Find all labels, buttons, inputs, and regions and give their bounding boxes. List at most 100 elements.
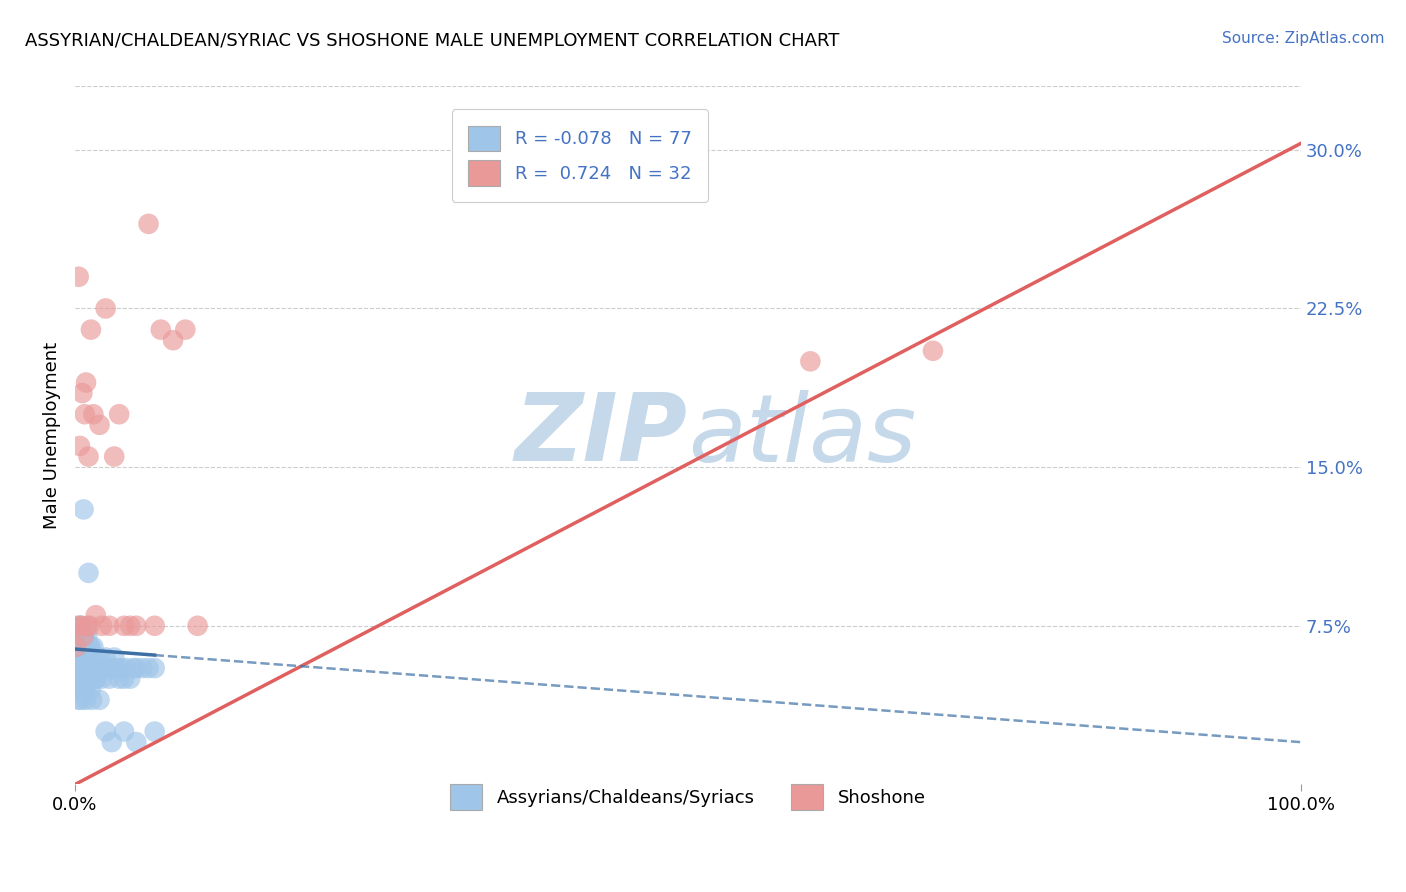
Point (110, 661, 132, 675)
Point (108, 672, 131, 686)
Point (77, 672, 100, 686)
Point (91, 672, 114, 686)
Point (73, 650, 96, 665)
Point (72, 650, 94, 665)
Point (76, 650, 98, 665)
Point (138, 661, 160, 675)
Point (82, 672, 104, 686)
Point (72, 672, 94, 686)
Point (94, 650, 117, 665)
Point (80, 640, 103, 654)
Point (69, 650, 91, 665)
Point (65, 661, 87, 675)
Point (69, 672, 91, 686)
Point (67, 661, 90, 675)
Point (79, 661, 101, 675)
Point (143, 661, 166, 675)
Point (66, 619, 89, 633)
Point (66, 629, 89, 643)
Point (90, 661, 112, 675)
Point (98, 619, 121, 633)
Point (101, 735, 124, 749)
Point (76, 629, 98, 643)
Point (83, 650, 105, 665)
Point (87, 661, 110, 675)
Point (82, 407, 104, 421)
Point (101, 661, 124, 675)
Point (72, 502, 94, 516)
Point (122, 661, 145, 675)
Point (73, 672, 96, 686)
Point (72, 640, 94, 654)
Point (138, 217, 160, 231)
Point (70, 619, 93, 633)
Point (799, 354, 821, 368)
Point (70, 682, 93, 697)
Point (67, 682, 90, 697)
Point (82, 693, 104, 707)
Point (67, 269, 90, 284)
Point (162, 333, 184, 347)
Point (98, 672, 121, 686)
Point (112, 672, 135, 686)
Point (120, 672, 142, 686)
Point (94, 724, 117, 739)
Point (82, 640, 104, 654)
Point (65, 640, 87, 654)
Point (84, 672, 107, 686)
Point (143, 619, 166, 633)
Point (125, 735, 148, 749)
Point (84, 608, 107, 623)
Point (69, 672, 91, 686)
Point (75, 682, 97, 697)
Point (79, 619, 101, 633)
Point (77, 450, 100, 464)
Point (89, 417, 111, 432)
Text: ASSYRIAN/CHALDEAN/SYRIAC VS SHOSHONE MALE UNEMPLOYMENT CORRELATION CHART: ASSYRIAN/CHALDEAN/SYRIAC VS SHOSHONE MAL… (25, 31, 839, 49)
Point (922, 343, 945, 358)
Point (72, 661, 94, 675)
Point (70, 693, 93, 707)
Point (80, 323, 103, 337)
Point (70, 640, 93, 654)
Point (70, 619, 93, 633)
Point (112, 724, 135, 739)
Point (174, 323, 197, 337)
Point (103, 450, 125, 464)
Point (72, 629, 94, 643)
Point (72, 682, 94, 697)
Point (69, 439, 91, 453)
Point (103, 650, 125, 665)
Point (79, 640, 101, 654)
Point (86, 672, 108, 686)
Point (120, 619, 142, 633)
Point (83, 672, 105, 686)
Point (125, 619, 148, 633)
Point (67, 693, 90, 707)
Point (66, 650, 89, 665)
Point (96, 661, 118, 675)
Point (72, 386, 94, 401)
Point (73, 629, 96, 643)
Point (84, 661, 107, 675)
Point (67, 640, 90, 654)
Point (73, 407, 96, 421)
Point (149, 323, 172, 337)
Legend: Assyrians/Chaldeans/Syriacs, Shoshone: Assyrians/Chaldeans/Syriacs, Shoshone (436, 770, 941, 824)
Text: atlas: atlas (688, 390, 917, 481)
Point (108, 407, 131, 421)
Point (80, 661, 103, 675)
Point (94, 301, 117, 316)
Point (82, 661, 104, 675)
Point (89, 693, 111, 707)
Point (80, 682, 103, 697)
Point (77, 566, 100, 580)
Point (70, 661, 93, 675)
Text: ZIP: ZIP (515, 390, 688, 482)
Point (112, 619, 135, 633)
Point (72, 629, 94, 643)
Text: Source: ZipAtlas.com: Source: ZipAtlas.com (1222, 31, 1385, 46)
Point (75, 693, 97, 707)
Point (187, 619, 209, 633)
Point (143, 724, 166, 739)
